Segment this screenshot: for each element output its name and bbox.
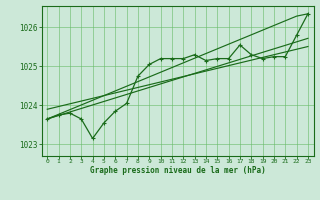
X-axis label: Graphe pression niveau de la mer (hPa): Graphe pression niveau de la mer (hPa) — [90, 166, 266, 175]
